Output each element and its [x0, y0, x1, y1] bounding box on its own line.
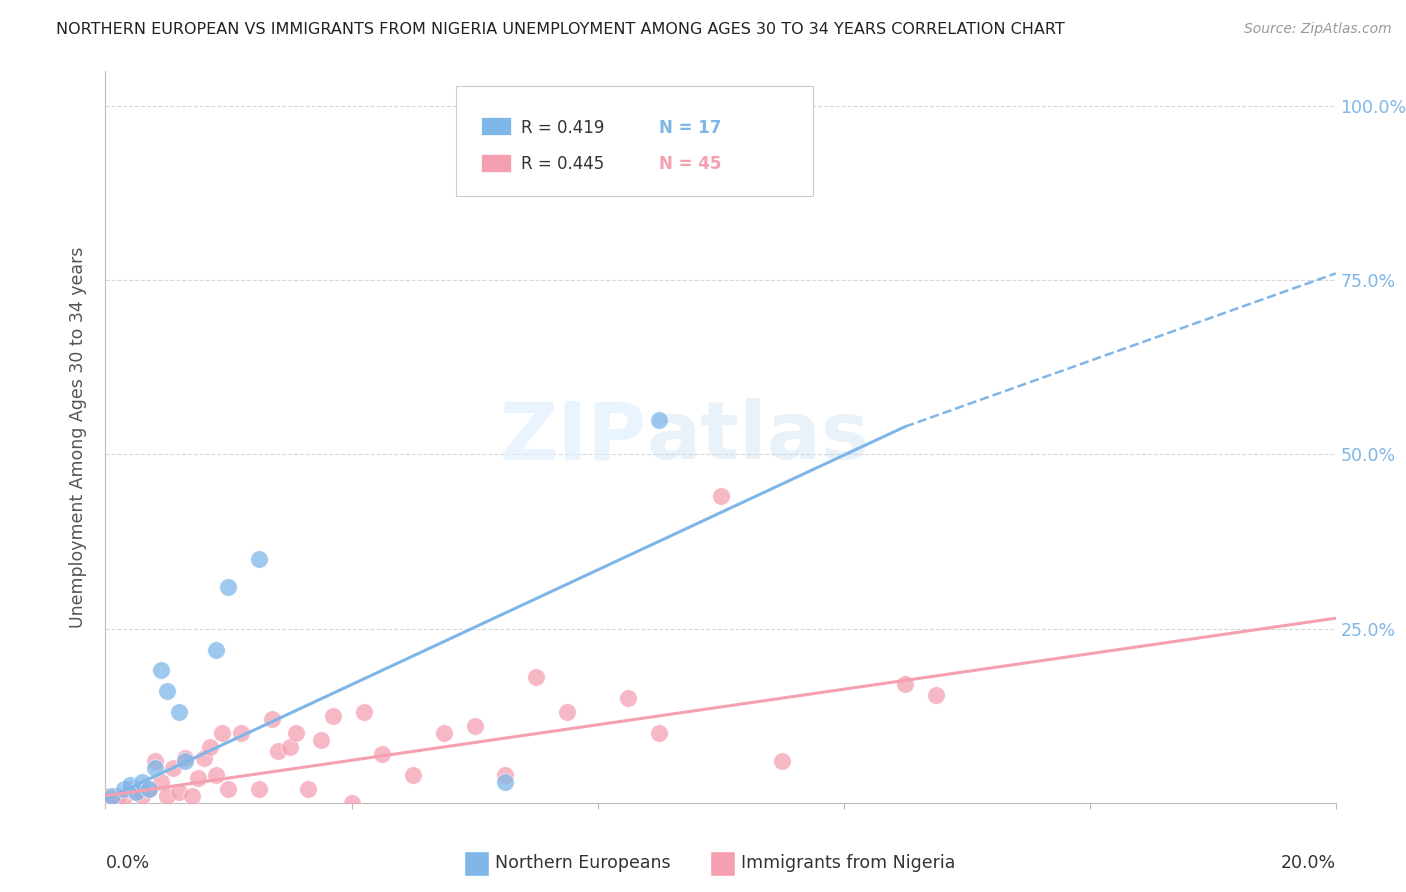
FancyBboxPatch shape [456, 86, 813, 195]
Point [710, 489, 733, 503]
Text: NORTHERN EUROPEAN VS IMMIGRANTS FROM NIGERIA UNEMPLOYMENT AMONG AGES 30 TO 34 YE: NORTHERN EUROPEAN VS IMMIGRANTS FROM NIG… [56, 22, 1064, 37]
Point [309, 733, 332, 747]
Text: 20.0%: 20.0% [1281, 854, 1336, 872]
Point [247, 552, 270, 566]
Point [402, 768, 425, 782]
Point [925, 688, 948, 702]
Text: Immigrants from Nigeria: Immigrants from Nigeria [741, 855, 955, 872]
Text: N = 17: N = 17 [659, 119, 721, 136]
Text: Northern Europeans: Northern Europeans [495, 855, 671, 872]
Point [131, 775, 153, 789]
Point [94, 789, 117, 803]
Point [371, 747, 394, 761]
Point [187, 772, 209, 786]
Point [247, 781, 270, 796]
Point [143, 761, 166, 775]
Point [322, 708, 344, 723]
Point [107, 789, 129, 803]
Point [174, 754, 197, 768]
Point [464, 719, 486, 733]
FancyBboxPatch shape [481, 153, 512, 172]
Point [125, 785, 148, 799]
Point [131, 789, 153, 803]
Point [211, 726, 233, 740]
Point [149, 664, 172, 678]
Point [555, 705, 578, 719]
Point [193, 750, 215, 764]
Point [174, 750, 197, 764]
Point [169, 705, 191, 719]
Point [162, 761, 184, 775]
Point [156, 789, 179, 803]
Point [260, 712, 283, 726]
Text: N = 45: N = 45 [659, 155, 721, 173]
Point [138, 781, 160, 796]
Point [138, 781, 160, 796]
Point [229, 726, 252, 740]
Point [198, 740, 221, 755]
Point [278, 740, 301, 755]
Point [180, 789, 202, 803]
FancyBboxPatch shape [481, 117, 512, 136]
Text: Source: ZipAtlas.com: Source: ZipAtlas.com [1244, 22, 1392, 37]
Point [648, 726, 671, 740]
Point [112, 790, 135, 805]
Point [169, 785, 191, 799]
Point [156, 684, 179, 698]
Point [494, 768, 516, 782]
Point [494, 775, 516, 789]
Point [617, 691, 640, 706]
Point [267, 743, 290, 757]
Point [433, 726, 456, 740]
Point [100, 789, 122, 803]
Point [710, 99, 733, 113]
Point [112, 781, 135, 796]
Point [218, 781, 240, 796]
Point [143, 754, 166, 768]
Point [218, 580, 240, 594]
Point [353, 705, 375, 719]
Point [770, 754, 793, 768]
Y-axis label: Unemployment Among Ages 30 to 34 years: Unemployment Among Ages 30 to 34 years [69, 246, 87, 628]
Text: atlas: atlas [647, 398, 870, 476]
Point [205, 768, 228, 782]
Point [120, 781, 141, 796]
Text: 0.0%: 0.0% [105, 854, 149, 872]
Point [120, 778, 141, 792]
Point [648, 412, 671, 426]
Point [100, 792, 122, 806]
Point [894, 677, 917, 691]
Point [205, 642, 228, 657]
Point [285, 726, 308, 740]
Text: R = 0.445: R = 0.445 [522, 155, 605, 173]
Point [149, 775, 172, 789]
Point [125, 785, 148, 799]
Text: ZIP: ZIP [499, 398, 647, 476]
Point [524, 670, 547, 684]
Text: R = 0.419: R = 0.419 [522, 119, 605, 136]
Point [297, 781, 319, 796]
Point [340, 796, 363, 810]
